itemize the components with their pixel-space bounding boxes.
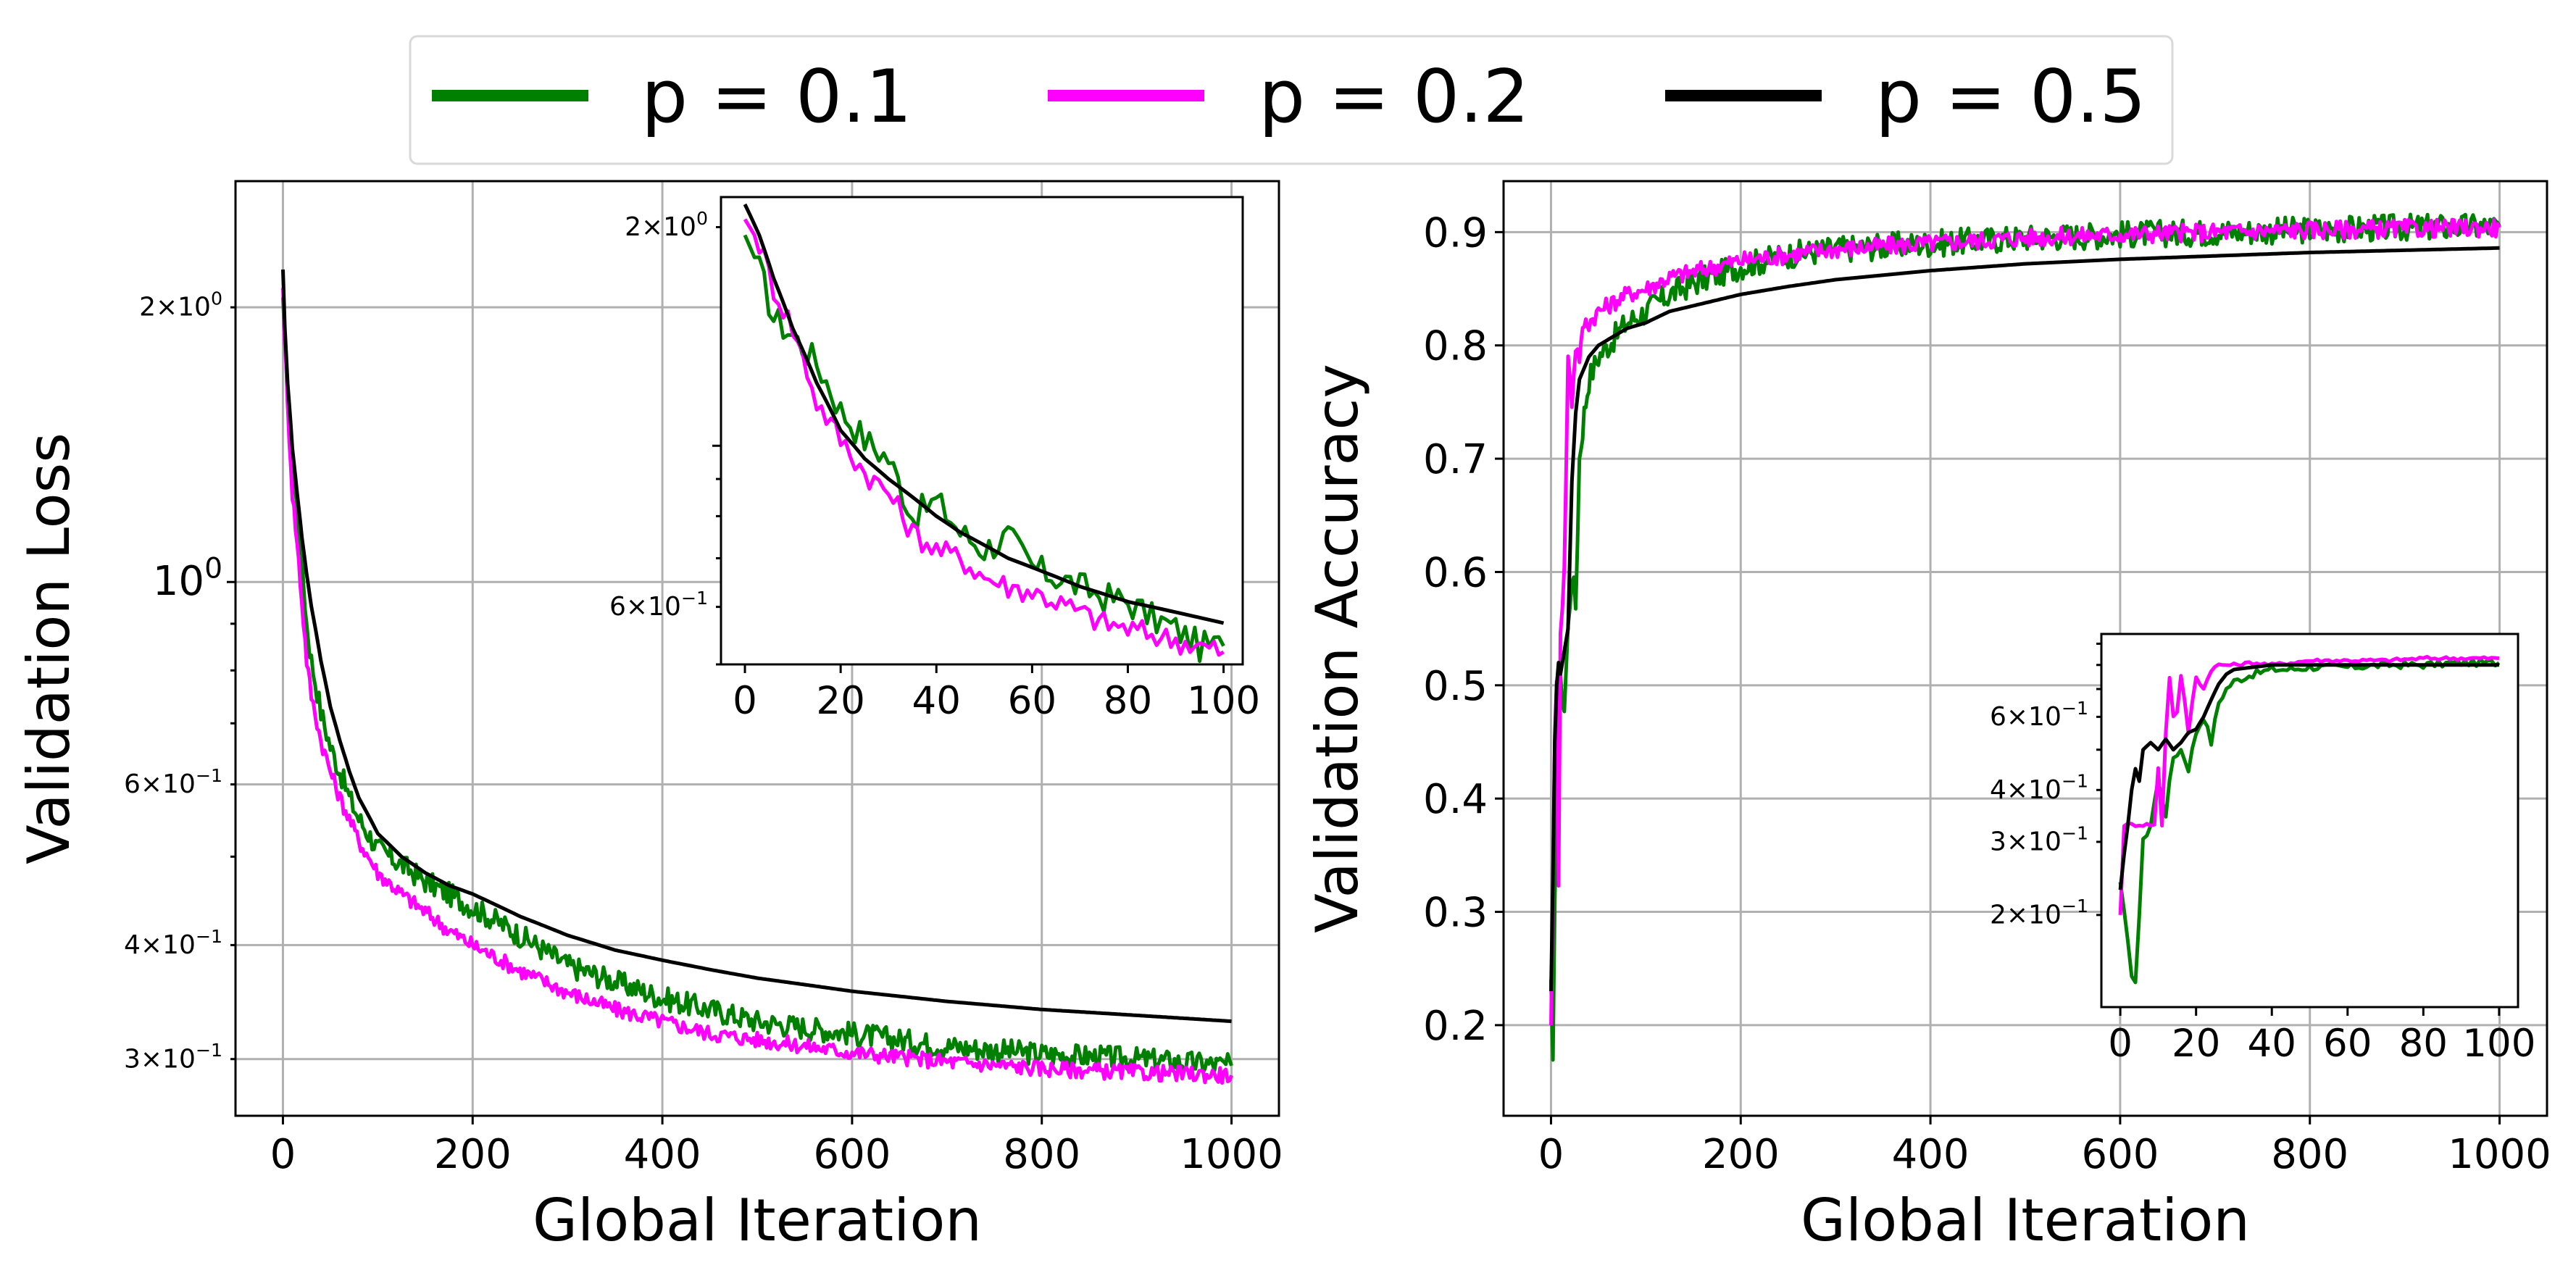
accuracy-inset-x-tick-label: 80 — [2399, 1022, 2448, 1066]
loss-inset-series-05 — [743, 203, 1225, 625]
loss-x-axis-label: Global Iteration — [533, 1187, 982, 1254]
accuracy-inset-y-tick-label: 6×10−1 — [1990, 698, 2088, 732]
loss-inset-background — [721, 197, 1243, 664]
loss-y-tick-label: 3×10−1 — [124, 1040, 222, 1074]
accuracy-inset-y-tick-label: 4×10−1 — [1990, 771, 2088, 805]
loss-x-tick-label: 800 — [1003, 1131, 1080, 1178]
loss-series-05 — [281, 269, 1232, 1024]
accuracy-inset-x-tick-label: 40 — [2248, 1022, 2296, 1066]
loss-x-tick-label: 200 — [434, 1131, 512, 1178]
accuracy-x-tick-label: 1000 — [2448, 1131, 2551, 1178]
loss-x-tick-label: 0 — [270, 1131, 296, 1178]
loss-inset-series-02 — [743, 218, 1225, 657]
accuracy-inset-series-02 — [2118, 654, 2500, 915]
accuracy-x-tick-label: 200 — [1702, 1131, 1780, 1178]
loss-y-tick-label: 100 — [153, 553, 222, 606]
loss-y-tick-label: 4×10−1 — [124, 926, 222, 960]
accuracy-inset: 0 20 40 60 80 100 6×10−1 4×10−1 3×10−1 2×10−1 — [1990, 633, 2535, 1066]
accuracy-y-tick-label: 0.6 — [1423, 549, 1488, 596]
accuracy-inset-frame — [2100, 633, 2519, 1009]
loss-inset: 0 20 40 60 80 100 2×100 6×10−1 — [609, 196, 1260, 723]
legend: p = 0.1 p = 0.2 p = 0.5 — [409, 35, 2174, 165]
loss-y-tick-label: 2×100 — [139, 288, 222, 322]
legend-box — [409, 35, 2174, 165]
loss-inset-x-tick-label: 0 — [733, 679, 757, 723]
loss-inset-frame — [720, 196, 1244, 666]
loss-plot-frame — [234, 180, 1280, 1117]
accuracy-y-tick-label: 0.2 — [1423, 1003, 1488, 1050]
loss-chart: 0 200 400 600 800 10002×1001006×10−14×10−13×1… — [15, 180, 1283, 1254]
loss-inset-series-01 — [743, 234, 1225, 663]
accuracy-series-02 — [1549, 217, 2501, 1025]
loss-y-tick-label: 6×10−1 — [124, 765, 222, 799]
loss-inset-y-tick-label: 6×10−1 — [609, 588, 708, 622]
legend-label-p01: p = 0.1 — [641, 54, 912, 139]
loss-x-tick-label: 1000 — [1180, 1131, 1283, 1178]
legend-label-p05: p = 0.5 — [1875, 54, 2146, 139]
accuracy-y-tick-label: 0.3 — [1423, 890, 1488, 937]
accuracy-inset-x-tick-label: 60 — [2323, 1022, 2372, 1066]
accuracy-y-tick-label: 0.5 — [1423, 663, 1488, 710]
loss-inset-x-tick-label: 100 — [1187, 679, 1260, 723]
loss-series-01 — [281, 297, 1233, 1074]
accuracy-x-axis-label: Global Iteration — [1801, 1187, 2250, 1254]
loss-inset-y-tick-label: 2×100 — [625, 208, 708, 242]
loss-inset-x-tick-label: 20 — [816, 679, 864, 723]
accuracy-plot-frame — [1502, 180, 2548, 1117]
loss-x-tick-label: 400 — [624, 1131, 701, 1178]
loss-inset-x-tick-label: 40 — [912, 679, 961, 723]
accuracy-y-tick-label: 0.4 — [1423, 776, 1488, 823]
accuracy-inset-y-tick-label: 3×10−1 — [1990, 822, 2088, 856]
accuracy-x-tick-label: 600 — [2081, 1131, 2159, 1178]
accuracy-inset-x-tick-label: 20 — [2172, 1022, 2220, 1066]
accuracy-y-tick-label: 0.9 — [1423, 209, 1488, 256]
accuracy-inset-series-05 — [2118, 663, 2499, 890]
accuracy-x-tick-label: 400 — [1892, 1131, 1969, 1178]
accuracy-series-05 — [1549, 246, 2500, 992]
accuracy-inset-x-tick-label: 100 — [2462, 1022, 2535, 1066]
accuracy-y-tick-label: 0.8 — [1423, 323, 1488, 370]
accuracy-inset-x-tick-label: 0 — [2108, 1022, 2133, 1066]
loss-inset-x-tick-label: 80 — [1104, 679, 1152, 723]
accuracy-x-tick-label: 0 — [1538, 1131, 1564, 1178]
loss-inset-x-tick-label: 60 — [1008, 679, 1056, 723]
accuracy-y-axis-label: Validation Accuracy — [1304, 364, 1371, 933]
accuracy-y-tick-label: 0.7 — [1423, 436, 1488, 483]
accuracy-x-tick-label: 800 — [2271, 1131, 2348, 1178]
loss-x-tick-label: 600 — [813, 1131, 891, 1178]
accuracy-chart: 0 200 400 600 800 10000.20.30.40.50.60.70.80.… — [1304, 180, 2551, 1254]
accuracy-inset-y-tick-label: 2×10−1 — [1990, 896, 2088, 930]
legend-label-p02: p = 0.2 — [1259, 54, 1530, 139]
loss-series-02 — [281, 288, 1233, 1085]
loss-y-axis-label: Validation Loss — [15, 433, 83, 864]
